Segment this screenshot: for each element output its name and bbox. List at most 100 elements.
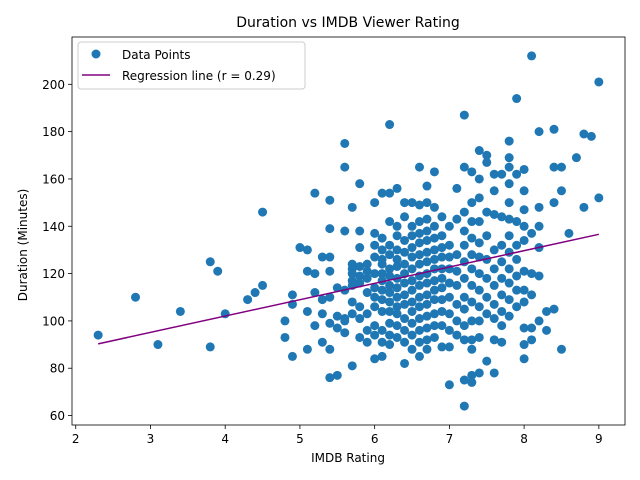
data-point bbox=[287, 290, 297, 300]
data-point bbox=[512, 285, 522, 295]
data-point bbox=[467, 250, 477, 260]
data-point bbox=[325, 195, 335, 205]
data-point bbox=[459, 335, 469, 345]
data-point bbox=[504, 311, 514, 321]
data-point bbox=[527, 51, 537, 61]
data-point bbox=[497, 290, 507, 300]
data-point bbox=[444, 252, 454, 262]
data-point bbox=[414, 259, 424, 269]
data-point bbox=[482, 292, 492, 302]
data-point bbox=[400, 337, 410, 347]
data-point bbox=[347, 297, 357, 307]
data-point bbox=[385, 297, 395, 307]
data-point bbox=[474, 285, 484, 295]
data-point bbox=[370, 292, 380, 302]
data-point bbox=[452, 214, 462, 224]
data-point bbox=[325, 373, 335, 383]
data-point bbox=[392, 231, 402, 241]
data-point bbox=[370, 302, 380, 312]
data-point bbox=[385, 188, 395, 198]
data-point bbox=[497, 212, 507, 222]
data-point bbox=[370, 252, 380, 262]
data-point bbox=[512, 94, 522, 104]
data-point bbox=[519, 186, 529, 196]
data-point bbox=[414, 238, 424, 248]
data-point bbox=[258, 280, 268, 290]
x-tick-label: 5 bbox=[296, 432, 304, 446]
data-point bbox=[489, 264, 499, 274]
x-tick-label: 4 bbox=[221, 432, 229, 446]
data-point bbox=[594, 193, 604, 203]
data-point bbox=[444, 292, 454, 302]
data-point bbox=[422, 257, 432, 267]
data-point bbox=[482, 150, 492, 160]
data-point bbox=[459, 207, 469, 217]
data-point bbox=[437, 295, 447, 305]
data-point bbox=[400, 290, 410, 300]
data-point bbox=[519, 266, 529, 276]
data-point bbox=[534, 127, 544, 137]
data-point bbox=[362, 273, 372, 283]
data-point bbox=[482, 207, 492, 217]
data-point bbox=[370, 321, 380, 331]
data-point bbox=[459, 110, 469, 120]
data-point bbox=[504, 264, 514, 274]
data-point bbox=[325, 318, 335, 328]
data-point bbox=[519, 285, 529, 295]
data-point bbox=[355, 271, 365, 281]
data-point bbox=[325, 266, 335, 276]
data-point bbox=[467, 233, 477, 243]
data-point bbox=[407, 276, 417, 286]
data-point bbox=[429, 245, 439, 255]
data-point bbox=[370, 330, 380, 340]
data-point bbox=[527, 269, 537, 279]
data-point bbox=[489, 314, 499, 324]
data-point bbox=[429, 332, 439, 342]
data-point bbox=[422, 299, 432, 309]
data-point bbox=[332, 370, 342, 380]
x-tick-label: 8 bbox=[520, 432, 528, 446]
data-point bbox=[317, 309, 327, 319]
legend-label-regression: Regression line (r = 0.29) bbox=[122, 69, 276, 83]
data-point bbox=[407, 231, 417, 241]
data-point bbox=[355, 314, 365, 324]
data-point bbox=[474, 332, 484, 342]
data-point bbox=[579, 202, 589, 212]
data-point bbox=[504, 162, 514, 172]
data-point bbox=[444, 278, 454, 288]
data-point bbox=[444, 309, 454, 319]
data-point bbox=[377, 325, 387, 335]
data-point bbox=[407, 198, 417, 208]
data-point bbox=[414, 337, 424, 347]
data-point bbox=[377, 259, 387, 269]
data-point bbox=[459, 226, 469, 236]
data-point bbox=[414, 325, 424, 335]
data-point bbox=[542, 325, 552, 335]
data-point bbox=[385, 250, 395, 260]
data-point bbox=[400, 325, 410, 335]
y-tick-label: 200 bbox=[42, 78, 65, 92]
data-point bbox=[504, 295, 514, 305]
data-point bbox=[497, 306, 507, 316]
data-point bbox=[422, 181, 432, 191]
data-point bbox=[467, 377, 477, 387]
data-point bbox=[467, 344, 477, 354]
data-point bbox=[400, 278, 410, 288]
data-point bbox=[422, 311, 432, 321]
data-point bbox=[549, 162, 559, 172]
data-point bbox=[459, 304, 469, 314]
data-point bbox=[549, 124, 559, 134]
data-point bbox=[400, 247, 410, 257]
data-point bbox=[407, 318, 417, 328]
data-point bbox=[474, 217, 484, 227]
data-point bbox=[250, 288, 260, 298]
data-point bbox=[295, 243, 305, 253]
data-point bbox=[414, 351, 424, 361]
data-point bbox=[459, 240, 469, 250]
data-point bbox=[459, 321, 469, 331]
data-point bbox=[175, 306, 185, 316]
data-point bbox=[489, 169, 499, 179]
data-point bbox=[556, 186, 566, 196]
data-point bbox=[302, 266, 312, 276]
data-point bbox=[310, 288, 320, 298]
